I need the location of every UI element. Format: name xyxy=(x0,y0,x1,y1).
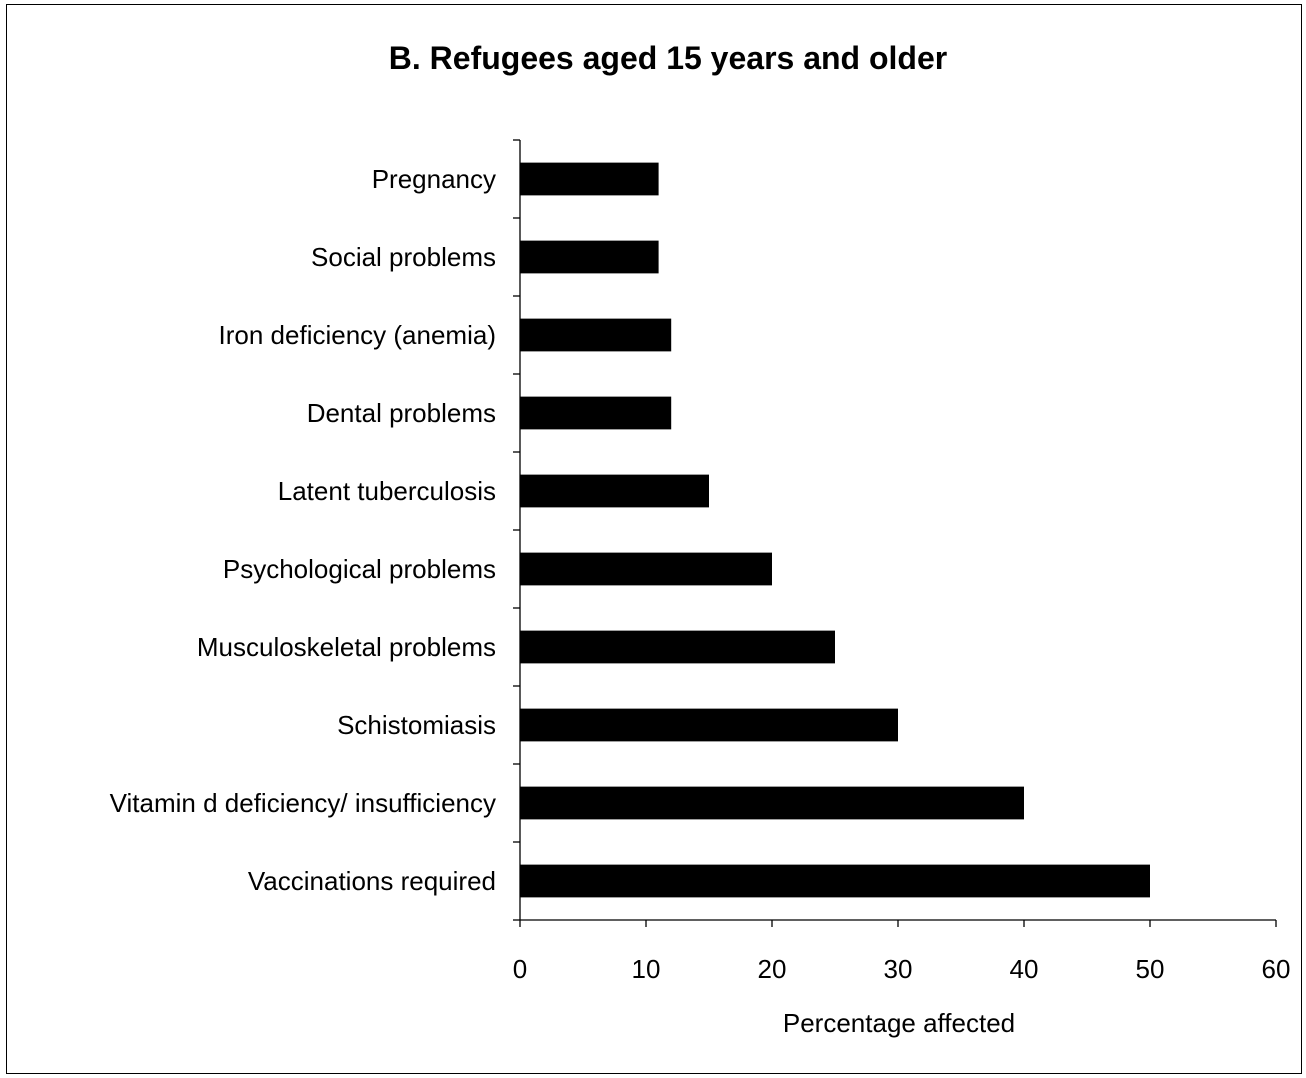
bar xyxy=(520,240,659,274)
category-label: Musculoskeletal problems xyxy=(197,632,496,662)
x-tick-label: 60 xyxy=(1262,954,1291,984)
category-label: Iron deficiency (anemia) xyxy=(219,320,496,350)
chart-title: B. Refugees aged 15 years and older xyxy=(389,40,947,76)
bar xyxy=(520,162,659,196)
x-tick-label: 40 xyxy=(1010,954,1039,984)
bar xyxy=(520,864,1150,898)
x-tick-label: 20 xyxy=(758,954,787,984)
x-tick-label: 0 xyxy=(513,954,527,984)
bar xyxy=(520,318,672,352)
x-tick-label: 50 xyxy=(1136,954,1165,984)
category-label: Dental problems xyxy=(307,398,496,428)
ticks-layer: Pregnancy Social problems Iron deficiency … xyxy=(110,139,1291,984)
category-label: Pregnancy xyxy=(372,164,496,194)
bar xyxy=(520,708,898,742)
chart-frame xyxy=(6,4,1302,1074)
bar xyxy=(520,630,835,664)
category-label: Schistomiasis xyxy=(337,710,496,740)
x-tick-label: 30 xyxy=(884,954,913,984)
bar xyxy=(520,786,1024,820)
bar xyxy=(520,474,709,508)
bar xyxy=(520,552,772,586)
category-label: Latent tuberculosis xyxy=(278,476,496,506)
category-label: Psychological problems xyxy=(223,554,496,584)
category-label: Vitamin d deficiency/ insufficiency xyxy=(110,788,496,818)
x-axis-label: Percentage affected xyxy=(783,1008,1015,1038)
x-tick-label: 10 xyxy=(632,954,661,984)
bars-layer xyxy=(520,162,1150,898)
category-label: Vaccinations required xyxy=(248,866,496,896)
category-label: Social problems xyxy=(311,242,496,272)
bar xyxy=(520,396,672,430)
